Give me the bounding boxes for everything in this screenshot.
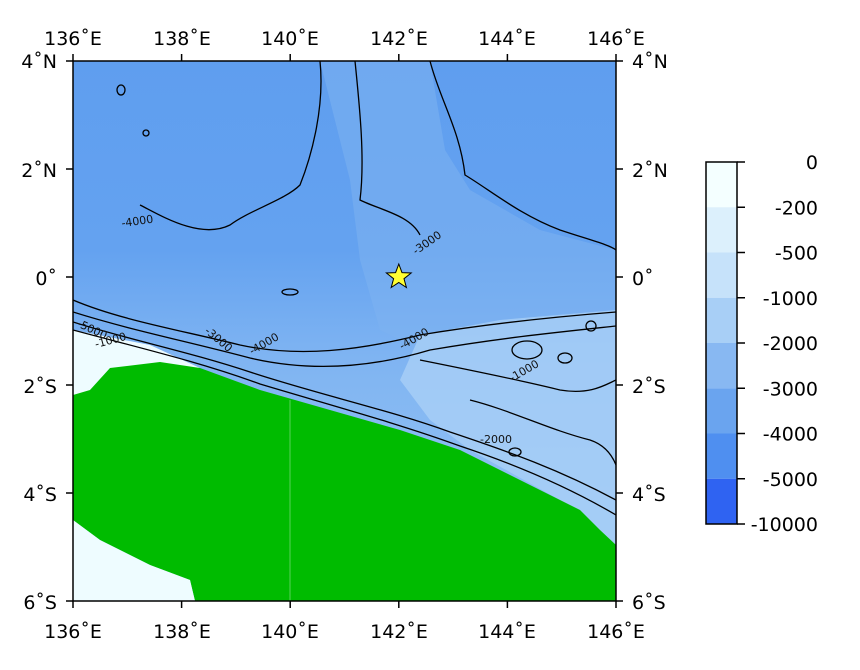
contour-label: -2000 xyxy=(480,433,512,446)
lat-label-right: 2˚N xyxy=(632,160,668,182)
colorbar-label: -10000 xyxy=(751,514,818,536)
lat-label-left: 4˚N xyxy=(21,51,57,73)
lon-label-top: 144˚E xyxy=(478,28,536,50)
colorbar-swatch xyxy=(706,388,737,434)
lon-label-top: 138˚E xyxy=(153,28,211,50)
coastal-shelf-west xyxy=(73,330,200,395)
tick-marks xyxy=(66,54,623,608)
lon-label-top: 140˚E xyxy=(261,28,319,50)
colorbar-swatch xyxy=(706,162,737,208)
colorbar-label: -1000 xyxy=(763,288,818,310)
colorbar: 0 -200 -500 -1000 -2000 -3000 -4000 -5000 -10000 xyxy=(705,152,818,536)
lon-label-top: 136˚E xyxy=(44,28,102,50)
land-new-guinea xyxy=(73,340,616,601)
coastal-shelf-southwest xyxy=(73,520,195,601)
lat-label-left: 0˚ xyxy=(35,268,57,290)
lat-label-left: 6˚S xyxy=(23,592,57,614)
colorbar-swatch xyxy=(706,343,737,389)
lat-label-right: 6˚S xyxy=(632,592,666,614)
shelf-shallow-area xyxy=(400,310,616,560)
colorbar-swatch xyxy=(706,297,737,343)
colorbar-label: -200 xyxy=(775,197,818,219)
colorbar-swatch xyxy=(706,433,737,479)
lon-label-top: 146˚E xyxy=(587,28,645,50)
lon-label-top: 142˚E xyxy=(370,28,428,50)
colorbar-label: -3000 xyxy=(763,378,818,400)
lon-label-bottom: 140˚E xyxy=(261,621,319,643)
lat-label-left: 2˚S xyxy=(23,376,57,398)
star-icon xyxy=(385,262,413,289)
colorbar-label: -5000 xyxy=(763,469,818,491)
colorbar-swatch xyxy=(706,207,737,253)
colorbar-label: -4000 xyxy=(763,424,818,446)
lat-label-left: 2˚N xyxy=(21,160,57,182)
colorbar-swatch xyxy=(706,252,737,298)
lat-label-right: 2˚S xyxy=(632,376,666,398)
map-frame xyxy=(72,60,617,602)
colorbar-label: 0 xyxy=(806,152,818,174)
lat-label-right: 0˚ xyxy=(632,268,654,290)
lon-label-bottom: 142˚E xyxy=(370,621,428,643)
colorbar-label: -500 xyxy=(775,243,818,265)
lat-label-left: 4˚S xyxy=(23,484,57,506)
lon-label-bottom: 146˚E xyxy=(587,621,645,643)
lon-label-bottom: 138˚E xyxy=(153,621,211,643)
contour-label: -4000 xyxy=(121,213,154,230)
colorbar-label: -2000 xyxy=(763,333,818,355)
colorbar-swatch xyxy=(706,478,737,524)
lon-label-bottom: 136˚E xyxy=(44,621,102,643)
lon-label-bottom: 144˚E xyxy=(478,621,536,643)
lat-label-right: 4˚S xyxy=(632,484,666,506)
depth-contours xyxy=(73,61,616,516)
lat-label-right: 4˚N xyxy=(632,51,668,73)
